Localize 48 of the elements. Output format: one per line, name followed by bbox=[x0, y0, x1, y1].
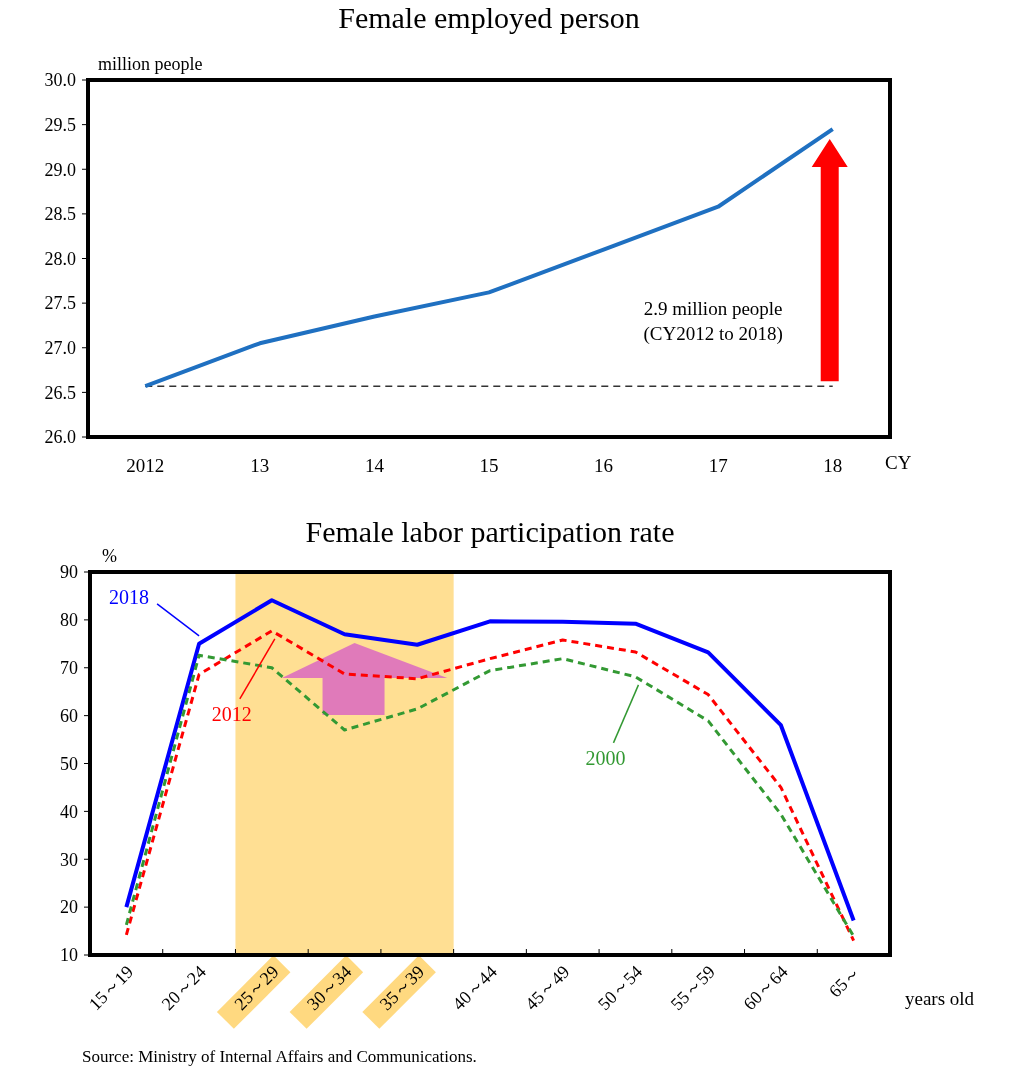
x-tick-label: 35～39 bbox=[375, 961, 429, 1015]
y-tick-label: 40 bbox=[60, 801, 78, 822]
x-tick-label: 20～24 bbox=[157, 961, 210, 1015]
x-tick-label: 65～ bbox=[824, 961, 865, 1002]
x-tick-label: 16 bbox=[594, 455, 614, 476]
text: 2000 bbox=[585, 746, 626, 769]
y-tick-label: 29.0 bbox=[44, 159, 76, 180]
x-axis-title: CY bbox=[885, 452, 912, 473]
y-tick-label: 90 bbox=[60, 562, 78, 583]
y-tick-label: 28.0 bbox=[44, 248, 76, 269]
x-tick-label: 50～54 bbox=[593, 961, 647, 1015]
x-tick-label: 30～34 bbox=[303, 961, 356, 1015]
y-tick-label: 10 bbox=[60, 945, 78, 966]
y-tick-label: 30 bbox=[60, 849, 78, 870]
y-tick-label: 29.5 bbox=[44, 114, 76, 135]
x-tick-label: 2012 bbox=[126, 455, 165, 476]
y-tick-label: 60 bbox=[60, 705, 78, 726]
y-tick-label: 28.5 bbox=[44, 204, 76, 225]
y-axis-title: % bbox=[102, 546, 117, 566]
x-axis-title: years old bbox=[905, 988, 975, 1009]
y-tick-label: 26.0 bbox=[44, 427, 76, 448]
x-tick-label: 15 bbox=[479, 455, 499, 476]
x-tick-label: 25～29 bbox=[230, 961, 283, 1015]
y-tick-label: 26.5 bbox=[44, 382, 76, 403]
y-tick-label: 27.0 bbox=[44, 338, 76, 359]
x-tick-label: 13 bbox=[250, 455, 270, 476]
x-tick-label: 17 bbox=[708, 455, 728, 476]
x-tick-label: 15～19 bbox=[84, 961, 138, 1015]
source-note: Source: Ministry of Internal Affairs and Communications. bbox=[82, 1047, 477, 1066]
text: 2018 bbox=[109, 585, 150, 608]
y-tick-label: 27.5 bbox=[44, 293, 76, 314]
y-tick-label: 80 bbox=[60, 610, 78, 631]
y-tick-label: 50 bbox=[60, 753, 78, 774]
x-tick-label: 14 bbox=[364, 455, 385, 476]
x-tick-label: 40～44 bbox=[448, 961, 501, 1015]
y-tick-label: 70 bbox=[60, 658, 78, 679]
y-tick-label: 30.0 bbox=[44, 70, 76, 91]
line-series bbox=[143, 127, 835, 389]
x-tick-label: 60～64 bbox=[739, 961, 792, 1015]
series-label: 2012 bbox=[211, 702, 252, 725]
x-tick-label: 45～49 bbox=[521, 961, 574, 1015]
y-tick-label: 20 bbox=[60, 897, 78, 918]
x-tick-label: 55～59 bbox=[666, 961, 720, 1015]
chart-title: Female labor participation rate bbox=[305, 515, 675, 548]
y-axis-title: million people bbox=[98, 54, 203, 74]
annotation: 2.9 million people (CY2012 to 2018) bbox=[643, 298, 783, 346]
chart-title: Female employed person bbox=[338, 1, 640, 34]
x-tick-label: 18 bbox=[823, 455, 843, 476]
